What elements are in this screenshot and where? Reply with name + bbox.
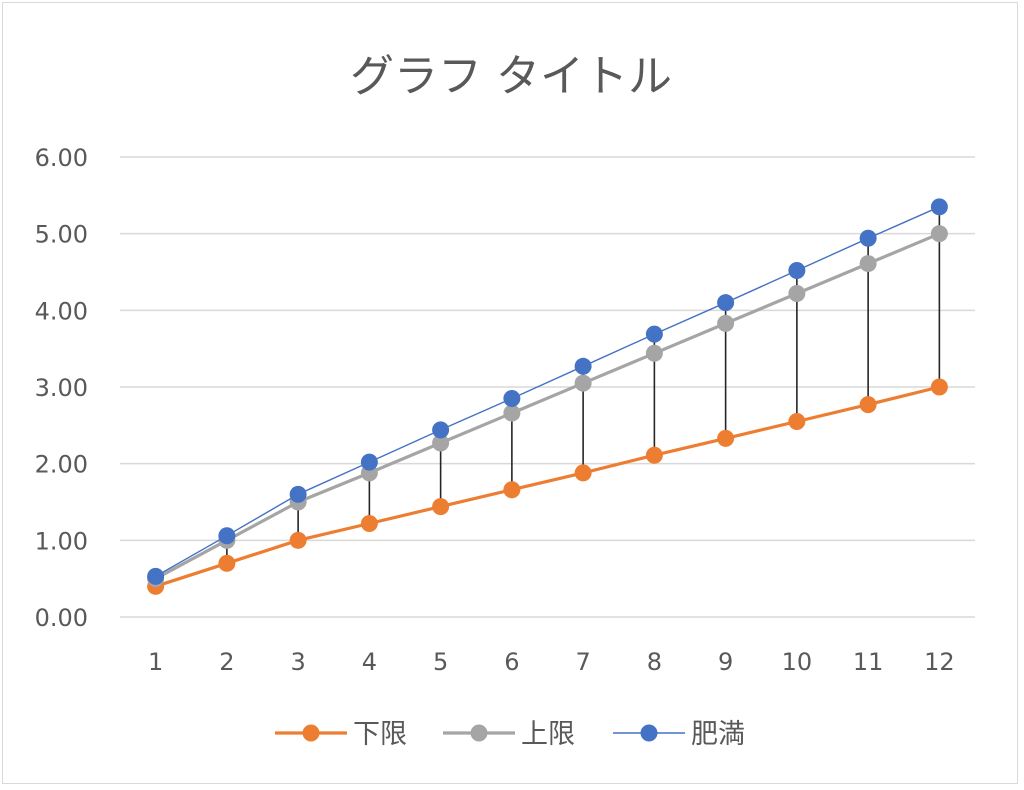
x-tick-label: 3: [290, 648, 305, 676]
data-point[interactable]: [930, 198, 948, 216]
legend-label: 下限: [353, 719, 407, 750]
data-point[interactable]: [574, 464, 592, 482]
series-line: [154, 232, 941, 581]
legend-marker: [302, 724, 320, 742]
x-tick-label: 8: [647, 648, 662, 676]
data-point[interactable]: [645, 344, 663, 362]
legend-item[interactable]: 下限: [275, 719, 407, 750]
data-point[interactable]: [218, 527, 236, 545]
data-point[interactable]: [574, 357, 592, 375]
data-point[interactable]: [218, 554, 236, 572]
series-1: [147, 378, 948, 595]
y-tick-label: 5.00: [35, 221, 88, 249]
chart-title: グラフ タイトル: [350, 51, 672, 102]
legend[interactable]: 下限 上限 肥満: [275, 719, 745, 750]
x-axis-tick-labels: 1 2 3 4 5 6 7 8 9 10 11 12: [148, 648, 955, 676]
series-line: [155, 385, 940, 588]
series-2: [147, 225, 948, 588]
data-point[interactable]: [717, 294, 735, 312]
data-point[interactable]: [503, 404, 521, 422]
data-point[interactable]: [360, 453, 378, 471]
data-point[interactable]: [360, 514, 378, 532]
x-tick-label: 2: [219, 648, 234, 676]
data-point[interactable]: [432, 421, 450, 439]
legend-marker: [470, 724, 488, 742]
data-point[interactable]: [788, 261, 806, 279]
data-point[interactable]: [717, 429, 735, 447]
data-point[interactable]: [930, 378, 948, 396]
data-point[interactable]: [859, 396, 877, 414]
data-point[interactable]: [788, 413, 806, 430]
series-layer: [147, 198, 948, 595]
x-tick-label: 5: [433, 648, 448, 676]
x-tick-label: 7: [575, 648, 590, 676]
x-tick-label: 10: [782, 648, 813, 676]
x-tick-label: 11: [853, 648, 884, 676]
data-point[interactable]: [289, 531, 307, 549]
legend-label: 上限: [521, 719, 575, 750]
data-point[interactable]: [645, 446, 663, 464]
series-3: [147, 198, 948, 585]
x-tick-label: 9: [718, 648, 733, 676]
y-tick-label: 2.00: [35, 451, 88, 479]
data-point[interactable]: [289, 485, 307, 503]
x-tick-label: 1: [148, 648, 163, 676]
legend-item[interactable]: 肥満: [613, 719, 745, 750]
x-tick-label: 4: [362, 648, 377, 676]
data-point[interactable]: [645, 325, 663, 343]
data-point[interactable]: [788, 284, 806, 302]
data-point[interactable]: [574, 374, 592, 392]
y-tick-label: 1.00: [35, 527, 88, 555]
legend-item[interactable]: 上限: [443, 719, 575, 750]
y-tick-label: 0.00: [35, 604, 88, 632]
legend-marker: [640, 724, 658, 742]
data-point[interactable]: [432, 498, 450, 516]
series-line: [155, 206, 940, 578]
legend-label: 肥満: [691, 719, 745, 750]
data-point[interactable]: [503, 390, 521, 407]
data-point[interactable]: [147, 567, 165, 585]
x-tick-label: 12: [924, 648, 955, 676]
data-point[interactable]: [859, 229, 877, 247]
x-tick-label: 6: [504, 648, 519, 676]
gridlines: [120, 156, 975, 618]
data-point[interactable]: [930, 225, 948, 243]
data-point[interactable]: [432, 434, 450, 452]
data-point[interactable]: [717, 314, 735, 332]
data-point[interactable]: [503, 481, 521, 499]
y-tick-label: 6.00: [35, 144, 88, 172]
y-axis-tick-labels: 0.00 1.00 2.00 3.00 4.00 5.00 6.00: [35, 144, 88, 632]
data-point[interactable]: [859, 255, 877, 273]
y-tick-label: 3.00: [35, 374, 88, 402]
y-tick-label: 4.00: [35, 297, 88, 325]
